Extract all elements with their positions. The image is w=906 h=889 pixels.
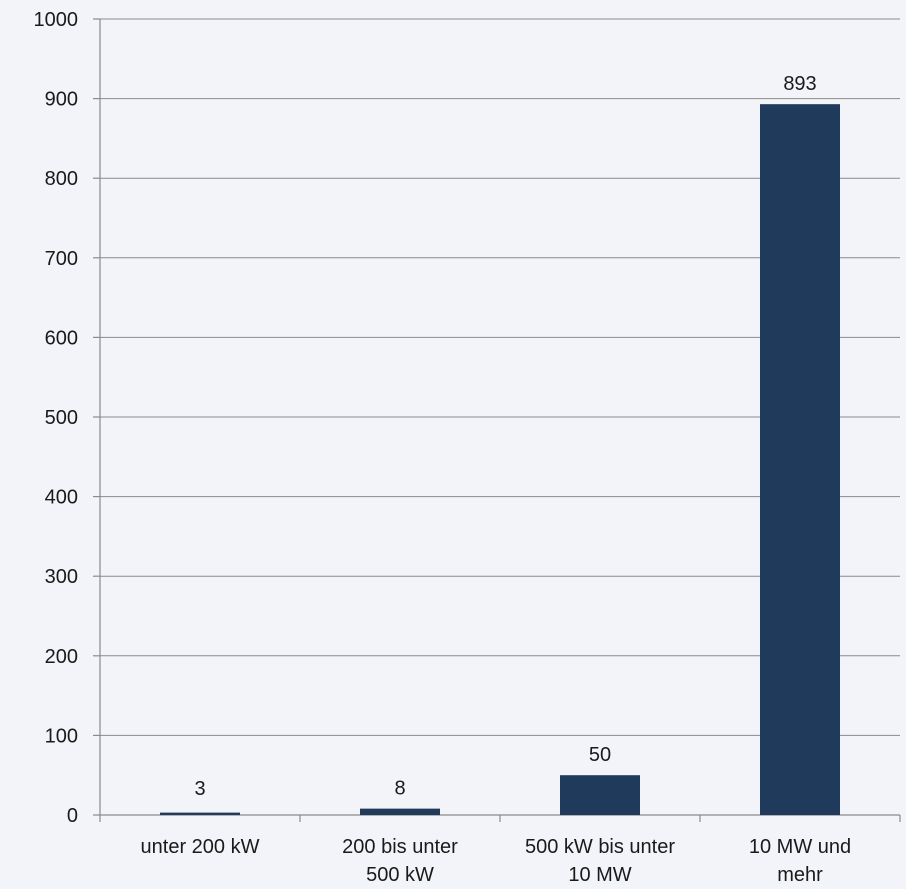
bar [360, 808, 440, 815]
y-tick-label: 600 [45, 327, 78, 349]
y-tick-label: 1000 [34, 9, 79, 31]
data-label: 893 [783, 73, 816, 95]
data-label: 50 [589, 744, 611, 766]
data-label: 3 [194, 778, 205, 800]
bar [160, 812, 240, 815]
category-label: unter 200 kW [141, 836, 260, 858]
y-tick-label: 300 [45, 566, 78, 588]
category-label: 500 kW bis unter 10 MW [525, 836, 675, 886]
y-tick-label: 0 [67, 805, 78, 827]
y-tick-label: 900 [45, 89, 78, 111]
bar [760, 104, 840, 815]
category-label: 200 bis unter 500 kW [342, 836, 458, 886]
labels: 0 100 200 300 400 500 600 700 800 900 1000 3 unter 2… [34, 9, 852, 886]
y-tick-label: 500 [45, 407, 78, 429]
y-tick-label: 100 [45, 725, 78, 747]
y-tick-label: 400 [45, 487, 78, 509]
grid-lines [100, 18, 900, 736]
data-label: 8 [394, 778, 405, 800]
y-tick-label: 800 [45, 168, 78, 190]
y-tick-label: 700 [45, 248, 78, 270]
bars [160, 104, 840, 815]
bar [560, 775, 640, 815]
y-tick-label: 200 [45, 646, 78, 668]
category-label: 10 MW und mehr [749, 836, 851, 886]
